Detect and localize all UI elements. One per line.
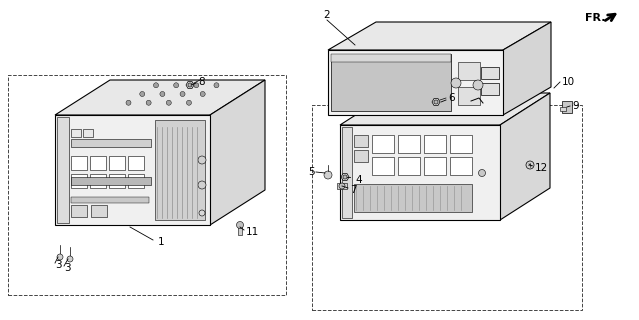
Polygon shape — [328, 22, 551, 50]
Bar — [8, 75, 286, 295]
Circle shape — [198, 156, 206, 164]
Bar — [562, 101, 572, 113]
Bar — [354, 184, 472, 212]
Circle shape — [166, 100, 171, 105]
Text: 3: 3 — [55, 260, 61, 270]
Bar — [71, 174, 87, 188]
Text: 9: 9 — [572, 101, 579, 111]
Circle shape — [199, 210, 205, 216]
Bar — [424, 135, 446, 153]
Circle shape — [174, 83, 179, 88]
Text: 5: 5 — [309, 167, 315, 177]
Bar — [481, 83, 499, 95]
Bar — [398, 157, 420, 175]
Circle shape — [214, 83, 219, 88]
Circle shape — [187, 100, 192, 105]
Bar — [71, 205, 87, 217]
Circle shape — [180, 92, 185, 97]
Circle shape — [67, 256, 73, 262]
Circle shape — [451, 78, 461, 88]
Text: 12: 12 — [535, 163, 548, 173]
Bar — [354, 135, 368, 147]
Text: FR.: FR. — [585, 13, 606, 23]
Text: 10: 10 — [562, 77, 575, 87]
Bar — [337, 183, 347, 189]
Circle shape — [146, 100, 151, 105]
Bar — [71, 177, 151, 185]
Circle shape — [434, 100, 438, 104]
Bar — [155, 120, 205, 220]
Bar — [450, 157, 472, 175]
Bar — [450, 135, 472, 153]
Bar — [458, 87, 480, 105]
Bar — [83, 129, 93, 137]
Polygon shape — [500, 93, 550, 220]
Bar — [109, 156, 125, 170]
Text: 2: 2 — [324, 10, 330, 20]
Bar — [331, 54, 451, 111]
Circle shape — [200, 92, 205, 97]
Bar — [328, 50, 503, 115]
Bar — [331, 54, 451, 62]
Bar — [372, 157, 394, 175]
Polygon shape — [186, 82, 194, 88]
Bar — [340, 125, 500, 220]
Polygon shape — [340, 93, 550, 125]
Bar — [481, 67, 499, 79]
Bar — [128, 174, 144, 188]
Bar — [424, 157, 446, 175]
Circle shape — [198, 181, 206, 189]
Circle shape — [153, 83, 158, 88]
Polygon shape — [341, 173, 349, 180]
Circle shape — [140, 92, 145, 97]
Circle shape — [236, 221, 243, 228]
Bar — [398, 135, 420, 153]
Bar — [90, 174, 106, 188]
Polygon shape — [503, 22, 551, 115]
Bar — [57, 117, 69, 223]
Bar — [90, 156, 106, 170]
Bar — [560, 107, 566, 111]
Circle shape — [479, 170, 486, 177]
Text: 7: 7 — [350, 185, 357, 195]
Bar — [71, 197, 149, 203]
Circle shape — [526, 161, 534, 169]
Polygon shape — [210, 80, 265, 225]
Bar — [55, 115, 210, 225]
Bar — [458, 62, 480, 80]
Circle shape — [126, 100, 131, 105]
Bar — [312, 105, 582, 310]
Bar — [372, 135, 394, 153]
Circle shape — [57, 254, 63, 260]
Bar — [71, 139, 151, 147]
Text: 11: 11 — [246, 227, 259, 237]
Text: 3: 3 — [64, 263, 71, 273]
Circle shape — [160, 92, 165, 97]
Bar — [354, 150, 368, 162]
Circle shape — [473, 80, 483, 90]
Circle shape — [343, 175, 347, 179]
Bar — [71, 156, 87, 170]
Bar — [91, 205, 107, 217]
Polygon shape — [432, 99, 440, 106]
Text: 8: 8 — [198, 77, 204, 87]
Bar — [342, 127, 352, 218]
Circle shape — [324, 171, 332, 179]
Circle shape — [188, 83, 192, 87]
Circle shape — [339, 183, 345, 189]
Text: 4: 4 — [355, 175, 362, 185]
Polygon shape — [55, 80, 265, 115]
Bar — [128, 156, 144, 170]
Text: 6: 6 — [448, 93, 454, 103]
Bar — [238, 225, 242, 235]
Bar — [109, 174, 125, 188]
Bar — [71, 129, 81, 137]
Circle shape — [194, 83, 199, 88]
Text: 1: 1 — [158, 237, 165, 247]
